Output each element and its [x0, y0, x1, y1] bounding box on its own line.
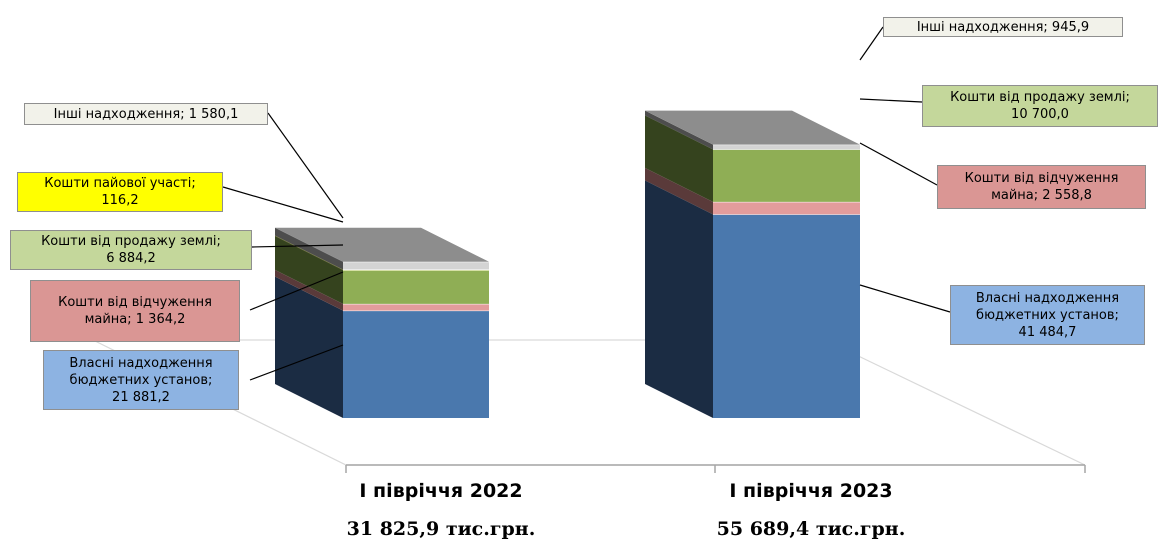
category-block-2022: І півріччя 2022 31 825,9 тис.грн.	[336, 480, 546, 540]
bar-segment	[343, 310, 489, 418]
leader-line	[249, 344, 344, 381]
data-label-line: Кошти від продажу землі;	[41, 234, 221, 249]
data-label-line: майна; 1 364,2	[84, 312, 186, 327]
data-label-line: 21 881,2	[112, 389, 170, 405]
data-label-line: Інші надходження; 1 580,1	[53, 106, 239, 122]
bar-top	[645, 110, 860, 145]
category-total: 31 825,9 тис.грн.	[346, 518, 536, 540]
leader-line	[267, 112, 344, 219]
bar-segment	[713, 149, 860, 202]
data-label-line: Інші надходження; 945,9	[916, 19, 1090, 35]
leader-line	[251, 244, 344, 248]
bar-top	[275, 227, 489, 262]
data-label-line: Кошти пайової участі;	[44, 176, 196, 191]
leader-line	[859, 98, 923, 103]
bar-segment	[343, 270, 489, 304]
data-label: Інші надходження; 1 580,1	[24, 103, 268, 125]
data-label-line: бюджетних установ;	[69, 372, 213, 388]
bar-segment-side	[645, 115, 713, 202]
bar-segment	[713, 214, 860, 418]
data-label: Кошти пайової участі; 116,2	[17, 172, 223, 212]
leader-lines-group	[222, 26, 951, 381]
data-label-line: Кошти від відчуження	[964, 171, 1119, 186]
data-label-line: Кошти від продажу землі;	[950, 90, 1130, 105]
leader-line	[859, 142, 938, 186]
data-label-line: 41 484,7	[1018, 324, 1077, 340]
bar-segment	[343, 303, 489, 311]
category-label: І півріччя 2023	[729, 480, 893, 502]
bar-segment	[713, 201, 860, 215]
data-label-line: майна; 2 558,8	[991, 188, 1092, 203]
bar-segment-side	[275, 269, 343, 311]
bar-segment	[713, 144, 860, 150]
leader-line	[859, 284, 951, 313]
data-label: Кошти від відчуження майна; 1 364,2	[30, 280, 240, 342]
bar-segment-side	[645, 180, 713, 418]
bar-segment-side	[275, 236, 343, 304]
category-block-2023: І півріччя 2023 55 689,4 тис.грн.	[706, 480, 916, 540]
data-label-line: 10 700,0	[1011, 107, 1069, 122]
data-label: Кошти від продажу землі; 10 700,0	[922, 85, 1158, 127]
data-label: Кошти від відчуження майна; 2 558,8	[937, 165, 1146, 209]
data-label: Кошти від продажу землі; 6 884,2	[10, 230, 252, 270]
bar-segment-side	[645, 167, 713, 215]
data-label: Власні надходження бюджетних установ; 21 8…	[43, 350, 239, 410]
chart-floor	[92, 339, 1086, 466]
category-total: 55 689,4 тис.грн.	[716, 518, 906, 540]
leader-line	[249, 271, 344, 311]
data-label-line: Власні надходження	[69, 355, 213, 371]
data-label-line: 6 884,2	[106, 251, 156, 266]
data-label: Власні надходження бюджетних установ; 41 4…	[950, 285, 1145, 345]
leader-line	[859, 26, 884, 61]
bar-segment-side	[275, 227, 343, 270]
bar-segment-side	[645, 110, 713, 150]
data-label-line: 116,2	[101, 193, 139, 208]
bar-segment-side	[275, 276, 343, 418]
bars-group	[275, 110, 860, 418]
data-label: Інші надходження; 945,9	[883, 17, 1123, 37]
bar-segment-side	[275, 235, 343, 271]
data-label-line: Власні надходження	[975, 290, 1120, 306]
bar-segment	[343, 261, 489, 270]
category-label: І півріччя 2022	[359, 480, 523, 502]
leader-line	[222, 186, 344, 223]
data-label-line: бюджетних установ;	[976, 307, 1119, 323]
data-label-line: Кошти від відчуження	[58, 295, 212, 310]
